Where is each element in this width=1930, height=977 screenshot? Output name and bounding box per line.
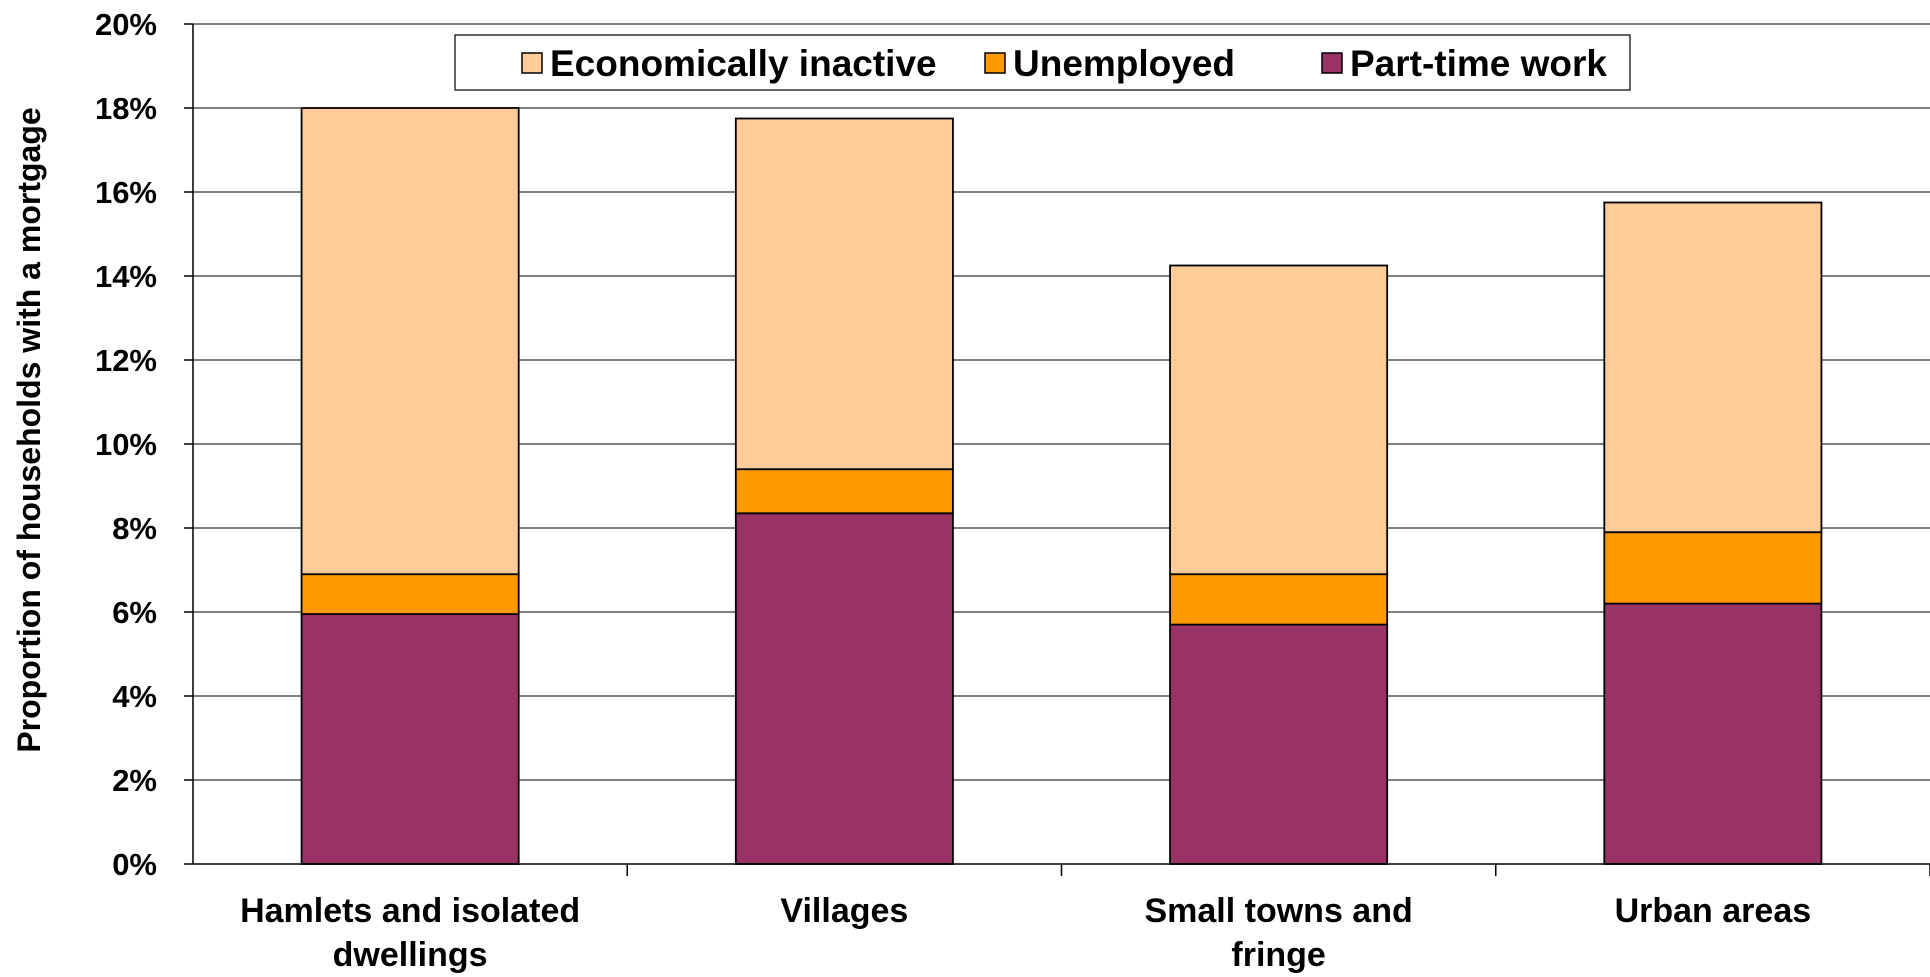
y-tick-label: 18%: [95, 91, 157, 126]
bar-segment: [1169, 264, 1389, 576]
y-tick-label: 12%: [95, 343, 157, 378]
x-category-label-line: dwellings: [333, 936, 488, 974]
x-category-label: Small towns and fringe: [1144, 892, 1412, 974]
axes: [184, 23, 1930, 876]
bar-segment: [1603, 531, 1823, 605]
legend-label: Economically inactive: [550, 43, 937, 84]
y-tick-label: 14%: [95, 259, 157, 294]
bar-segment: [734, 117, 954, 471]
x-category-label: Urban areas: [1615, 892, 1812, 930]
bar-segment: [300, 573, 520, 616]
x-category-label: Hamlets and isolated dwellings: [240, 892, 580, 974]
x-category-label-line: fringe: [1231, 936, 1325, 974]
x-category-labels: Hamlets and isolated dwellings Villages Sma…: [240, 892, 1811, 974]
y-tick-label: 2%: [112, 763, 157, 798]
legend-label: Unemployed: [1013, 43, 1235, 84]
bar-segment: [734, 512, 954, 865]
y-tick-labels: 0% 2% 4% 6% 8% 10% 12% 14% 16% 18% 20%: [95, 7, 157, 882]
legend-swatch: [521, 52, 543, 74]
x-category-label-line: Villages: [780, 892, 908, 930]
legend-swatch: [984, 52, 1006, 74]
bars: [300, 107, 1823, 865]
y-tick-label: 4%: [112, 679, 157, 714]
x-category-label-line: Urban areas: [1615, 892, 1812, 930]
x-category-label: Villages: [780, 892, 908, 930]
legend-box: [454, 34, 1631, 91]
bar-segment: [300, 107, 520, 576]
legend-label: Part-time work: [1350, 43, 1607, 84]
bar-segment: [1169, 573, 1389, 626]
x-category-label-line: Hamlets and isolated: [240, 892, 580, 930]
bar-segment: [1603, 201, 1823, 534]
legend: Economically inactive Unemployed Part-time…: [454, 34, 1631, 91]
y-tick-label: 20%: [95, 7, 157, 42]
y-tick-label: 10%: [95, 427, 157, 462]
y-tick-label: 0%: [112, 847, 157, 882]
y-tick-label: 8%: [112, 511, 157, 546]
y-tick-label: 16%: [95, 175, 157, 210]
bar-segment: [300, 613, 520, 865]
x-category-label-line: Small towns and: [1144, 892, 1412, 930]
y-tick-label: 6%: [112, 595, 157, 630]
y-axis-title: Proportion of households with a mortgage: [11, 107, 47, 752]
legend-swatch: [1321, 52, 1343, 74]
bar-segment: [734, 468, 954, 515]
bar-segment: [1169, 623, 1389, 865]
bar-segment: [1603, 602, 1823, 865]
